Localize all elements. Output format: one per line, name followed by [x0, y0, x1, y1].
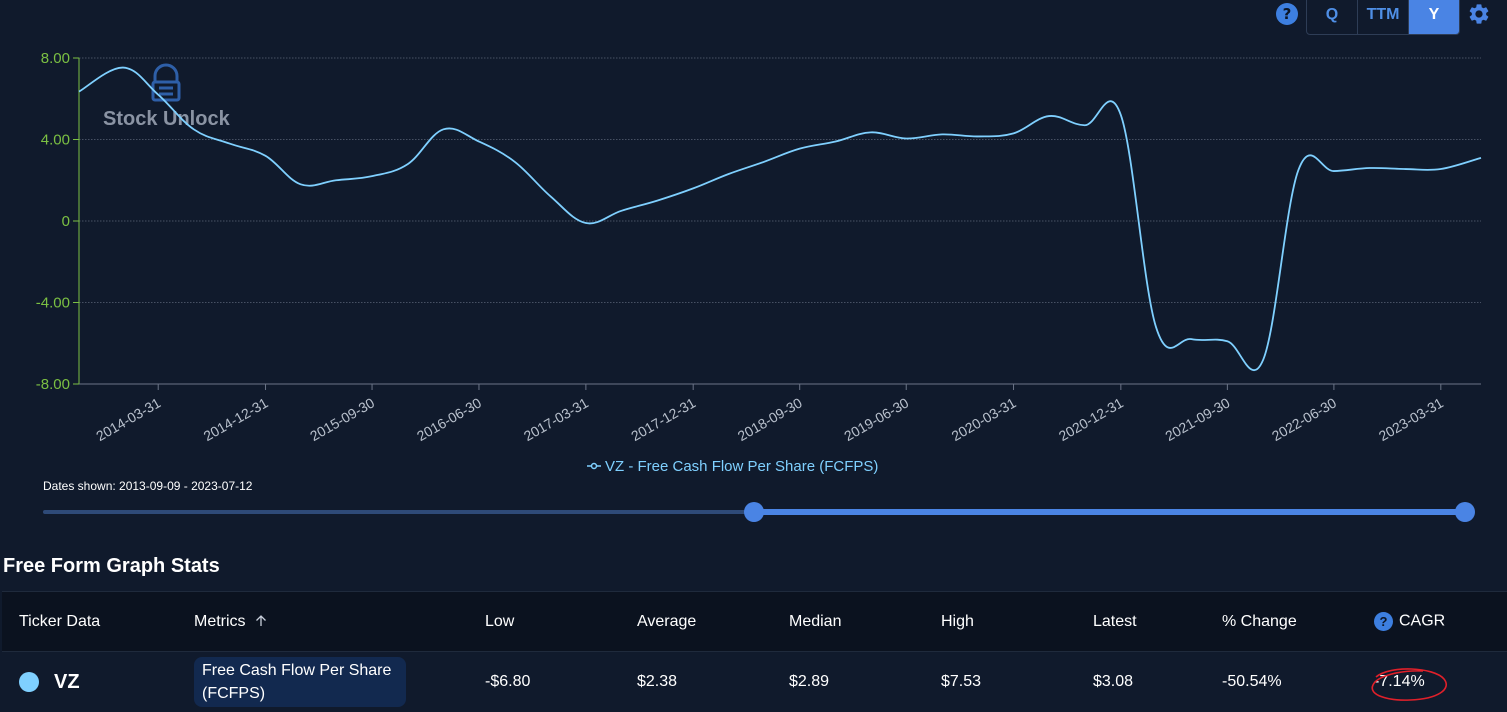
header-median: Median	[789, 592, 941, 652]
arrow-up-icon[interactable]	[255, 615, 267, 627]
fcfps-line-chart: 8.00 4.00 0 -4.00 -8.00 2014-03-31 2014-12-31 2…	[0, 40, 1507, 480]
period-button-ttm[interactable]: TTM	[1358, 0, 1409, 34]
x-tick-label: 2021-09-30	[1162, 394, 1232, 444]
header-average: Average	[637, 592, 789, 652]
x-tick-label: 2023-03-31	[1376, 394, 1446, 444]
y-tick-label: 8.00	[41, 50, 70, 67]
period-button-q[interactable]: Q	[1307, 0, 1358, 34]
low-value: -$6.80	[485, 652, 637, 712]
slider-start-handle[interactable]	[744, 502, 764, 522]
stock-unlock-logo	[153, 65, 179, 100]
header-change: % Change	[1222, 592, 1374, 652]
dates-shown-label: Dates shown: 2013-09-09 - 2023-07-12	[43, 479, 252, 493]
question-circle-icon[interactable]: ?	[1276, 3, 1298, 25]
legend-label: VZ - Free Cash Flow Per Share (FCFPS)	[605, 458, 878, 475]
y-tick-label: -8.00	[36, 376, 70, 393]
x-tick-label: 2015-09-30	[307, 394, 377, 444]
x-tick-label: 2022-06-30	[1269, 394, 1339, 444]
header-cagr: ? CAGR	[1374, 592, 1507, 652]
series-line-vz-fcfps	[79, 68, 1481, 371]
slider-range-fill	[754, 509, 1465, 515]
watermark: Stock Unlock	[103, 65, 231, 130]
table-row: VZ Free Cash Flow Per Share (FCFPS) -$6.…	[2, 652, 1507, 712]
x-tick-label: 2016-06-30	[414, 394, 484, 444]
chart-axes: 8.00 4.00 0 -4.00 -8.00 2014-03-31 2014-12-31 2…	[36, 50, 1481, 444]
header-metrics[interactable]: Metrics	[194, 592, 485, 652]
ticker-cell: VZ	[2, 652, 194, 712]
x-tick-label: 2014-12-31	[201, 394, 271, 444]
cagr-cell: -7.14%	[1374, 652, 1507, 712]
median-value: $2.89	[789, 652, 941, 712]
header-high: High	[941, 592, 1093, 652]
legend-marker-icon	[592, 464, 597, 469]
x-tick-label: 2020-03-31	[949, 394, 1019, 444]
question-circle-icon[interactable]: ?	[1374, 612, 1393, 631]
x-tick-label: 2017-12-31	[628, 394, 698, 444]
watermark-text: Stock Unlock	[103, 108, 231, 130]
x-tick-label: 2019-06-30	[841, 394, 911, 444]
metric-cell: Free Cash Flow Per Share (FCFPS)	[194, 652, 485, 712]
header-ticker: Ticker Data	[2, 592, 194, 652]
header-metrics-label: Metrics	[194, 613, 246, 630]
cagr-annotation: -7.14%	[1374, 673, 1425, 691]
stats-header-row: Ticker Data Metrics Low Average Median H…	[2, 592, 1507, 652]
period-button-y[interactable]: Y	[1409, 0, 1459, 34]
x-tick-label: 2018-09-30	[735, 394, 805, 444]
y-tick-label: 4.00	[41, 132, 70, 149]
x-tick-label: 2014-03-31	[93, 394, 163, 444]
change-value: -50.54%	[1222, 652, 1374, 712]
period-toolbar: ? Q TTM Y	[1257, 0, 1507, 33]
date-range-slider[interactable]	[43, 502, 1465, 522]
average-value: $2.38	[637, 652, 789, 712]
stats-table: Ticker Data Metrics Low Average Median H…	[2, 591, 1507, 712]
header-low: Low	[485, 592, 637, 652]
period-segmented-control: Q TTM Y	[1306, 0, 1460, 35]
y-tick-label: 0	[62, 213, 70, 230]
header-cagr-label: CAGR	[1399, 613, 1445, 630]
header-latest: Latest	[1093, 592, 1222, 652]
x-tick-label: 2017-03-31	[521, 394, 591, 444]
x-tick-label: 2020-12-31	[1056, 394, 1126, 444]
red-circle-annotation	[1360, 659, 1460, 707]
slider-end-handle[interactable]	[1455, 502, 1475, 522]
latest-value: $3.08	[1093, 652, 1222, 712]
chart-legend[interactable]: VZ - Free Cash Flow Per Share (FCFPS)	[587, 458, 878, 475]
stats-title: Free Form Graph Stats	[3, 555, 220, 578]
high-value: $7.53	[941, 652, 1093, 712]
y-tick-label: -4.00	[36, 295, 70, 312]
metric-pill[interactable]: Free Cash Flow Per Share (FCFPS)	[194, 657, 406, 707]
gear-icon[interactable]	[1467, 2, 1491, 26]
series-color-dot	[19, 672, 39, 692]
ticker-symbol: VZ	[54, 671, 80, 693]
